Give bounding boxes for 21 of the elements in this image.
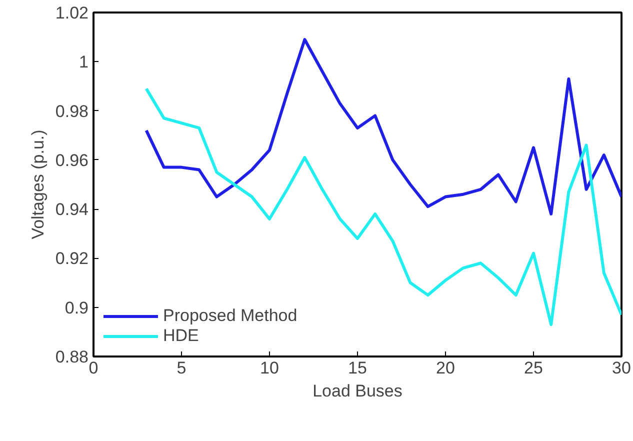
x-tick-label: 20 [436,358,455,378]
y-tick-label: 0.92 [55,249,89,268]
y-tick-label: 0.98 [55,102,89,121]
y-axis-title: Voltages (p.u.) [28,130,48,240]
line-series [144,87,622,326]
x-tick-label: 30 [612,358,631,378]
legend-label: HDE [163,326,199,346]
y-tick-label: 1.02 [55,4,89,22]
line-series [144,38,622,216]
x-tick-label: 10 [260,358,279,378]
y-tick-label: 1 [79,52,89,72]
x-tick-label: 15 [348,358,367,378]
y-tick-label: 0.88 [55,348,89,366]
y-tick-label: 0.94 [55,200,89,220]
y-tick-label: 0.96 [55,150,89,170]
x-axis-title: Load Buses [312,382,402,400]
x-tick-label: 5 [176,358,186,378]
x-tick-label: 25 [524,358,543,378]
y-tick-label: 0.9 [64,298,89,318]
x-tick-label: 0 [88,358,98,378]
legend-label: Proposed Method [163,306,298,326]
